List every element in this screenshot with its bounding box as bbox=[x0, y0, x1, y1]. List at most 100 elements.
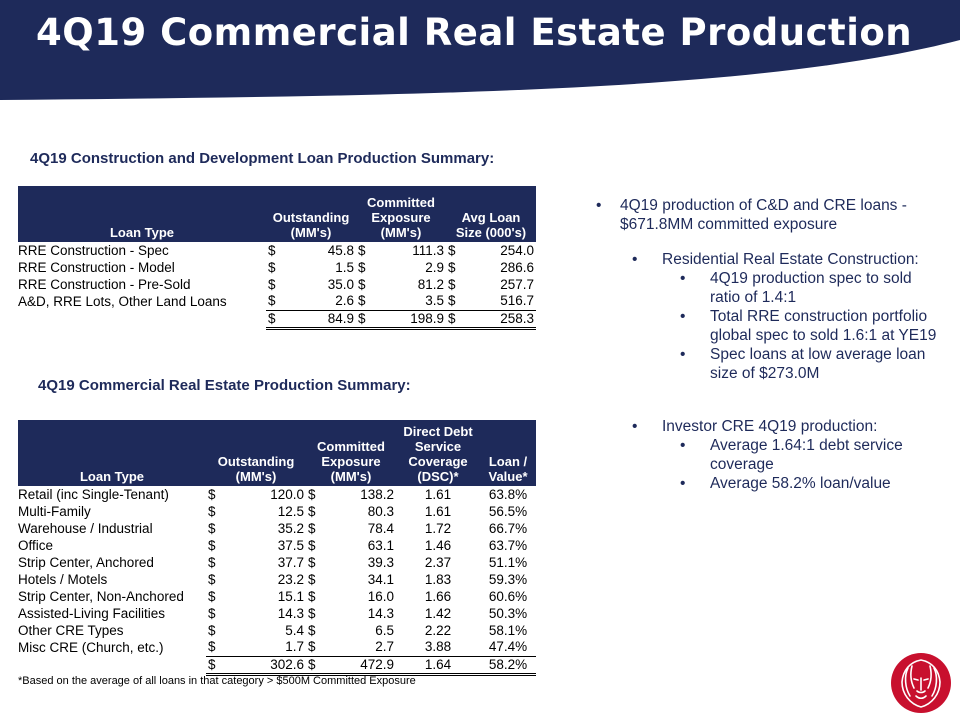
table-row: Retail (inc Single-Tenant) $120.0 $138.2 1.… bbox=[18, 486, 536, 503]
loan-type-cell: Strip Center, Non-Anchored bbox=[18, 588, 184, 604]
committed-cell: 2.9 bbox=[425, 259, 444, 275]
dsc-cell: 2.37 bbox=[424, 554, 452, 570]
currency-symbol: $ bbox=[308, 486, 316, 502]
loan-to-value-cell: 58.1% bbox=[488, 622, 528, 638]
table-row: Other CRE Types $5.4 $6.5 2.22 58.1% bbox=[18, 622, 536, 639]
loan-to-value-cell: 51.1% bbox=[488, 554, 528, 570]
table-row: Strip Center, Non-Anchored $15.1 $16.0 1.66… bbox=[18, 588, 536, 605]
bullet-text: Investor CRE 4Q19 production: bbox=[662, 418, 878, 435]
banner-background bbox=[0, 0, 960, 100]
committed-cell: 6.5 bbox=[375, 622, 394, 638]
currency-symbol: $ bbox=[308, 605, 316, 621]
currency-symbol: $ bbox=[358, 259, 366, 275]
loan-to-value-cell: 56.5% bbox=[488, 503, 528, 519]
bullet-text: Average 1.64:1 debt service coverage bbox=[710, 437, 903, 473]
total-dsc: 1.64 bbox=[396, 655, 480, 676]
bullet-text: Average 58.2% loan/value bbox=[710, 475, 891, 492]
loan-type-cell: Multi-Family bbox=[18, 503, 91, 519]
dsc-cell: 1.61 bbox=[424, 503, 452, 519]
loan-to-value-cell: 60.6% bbox=[488, 588, 528, 604]
outstanding-cell: 35.2 bbox=[277, 520, 304, 536]
currency-symbol: $ bbox=[306, 655, 320, 676]
outstanding-cell: 1.7 bbox=[285, 639, 304, 655]
cd-loan-table: Loan Type Outstanding (MM's) Committed Exp… bbox=[18, 186, 536, 330]
currency-symbol: $ bbox=[208, 588, 216, 604]
dsc-cell: 1.46 bbox=[424, 537, 452, 553]
loan-type-cell: RRE Construction - Pre-Sold bbox=[18, 276, 191, 292]
currency-symbol: $ bbox=[448, 293, 456, 309]
bullet-text: Total RRE construction portfolio global … bbox=[710, 308, 937, 344]
currency-symbol: $ bbox=[266, 309, 280, 330]
dsc-cell: 1.72 bbox=[424, 520, 452, 536]
loan-type-cell: Hotels / Motels bbox=[18, 571, 108, 587]
committed-cell: 78.4 bbox=[367, 520, 394, 536]
commentary-bullets: • 4Q19 production of C&D and CRE loans - … bbox=[596, 196, 946, 493]
bullet-spacer bbox=[596, 234, 946, 250]
table-row: RRE Construction - Pre-Sold $35.0 $81.2 $25… bbox=[18, 276, 536, 293]
currency-symbol: $ bbox=[208, 520, 216, 536]
currency-symbol: $ bbox=[308, 537, 316, 553]
currency-symbol: $ bbox=[308, 588, 316, 604]
currency-symbol: $ bbox=[308, 503, 316, 519]
table-row: Strip Center, Anchored $37.7 $39.3 2.37 51.1… bbox=[18, 554, 536, 571]
table-row: RRE Construction - Spec $45.8 $111.3 $254.0 bbox=[18, 242, 536, 259]
avg-loan-size-cell: 286.6 bbox=[500, 259, 534, 275]
loan-to-value-cell: 47.4% bbox=[488, 639, 528, 655]
col-outstanding: Outstanding (MM's) bbox=[206, 420, 306, 486]
outstanding-cell: 37.7 bbox=[277, 554, 304, 570]
loan-type-cell: Warehouse / Industrial bbox=[18, 520, 153, 536]
currency-symbol: $ bbox=[308, 639, 316, 655]
bullet-item: • Investor CRE 4Q19 production: bbox=[596, 417, 946, 436]
outstanding-cell: 2.6 bbox=[335, 293, 354, 309]
table-row: Warehouse / Industrial $35.2 $78.4 1.72 66.7… bbox=[18, 520, 536, 537]
loan-type-cell: RRE Construction - Model bbox=[18, 259, 175, 275]
col-dsc: Direct Debt Service Coverage (DSC)* bbox=[396, 420, 480, 486]
loan-to-value-cell: 63.7% bbox=[488, 537, 528, 553]
bullet-glyph: • bbox=[680, 437, 686, 454]
committed-cell: 81.2 bbox=[417, 276, 444, 292]
outstanding-cell: 15.1 bbox=[277, 588, 304, 604]
bullet-glyph: • bbox=[632, 418, 638, 435]
avg-loan-size-cell: 254.0 bbox=[500, 242, 534, 258]
dsc-cell: 2.22 bbox=[424, 622, 452, 638]
outstanding-cell: 37.5 bbox=[277, 537, 304, 553]
cre-loan-table: Loan Type Outstanding (MM's) Committed Exp… bbox=[18, 420, 536, 676]
dsc-cell: 1.42 bbox=[424, 605, 452, 621]
total-row: $84.9 $198.9 $258.3 bbox=[18, 309, 536, 330]
committed-cell: 111.3 bbox=[412, 242, 444, 258]
bullet-spacer bbox=[596, 383, 946, 417]
bullet-item: • 4Q19 production of C&D and CRE loans - … bbox=[596, 196, 946, 234]
outstanding-cell: 23.2 bbox=[277, 571, 304, 587]
currency-symbol: $ bbox=[208, 554, 216, 570]
loan-to-value-cell: 50.3% bbox=[488, 605, 528, 621]
currency-symbol: $ bbox=[268, 276, 276, 292]
loan-type-cell: Office bbox=[18, 537, 54, 553]
currency-symbol: $ bbox=[358, 293, 366, 309]
avg-loan-size-cell: 257.7 bbox=[500, 276, 534, 292]
outstanding-cell: 45.8 bbox=[327, 242, 354, 258]
currency-symbol: $ bbox=[448, 276, 456, 292]
outstanding-cell: 35.0 bbox=[327, 276, 354, 292]
bullet-glyph: • bbox=[680, 475, 686, 492]
dsc-cell: 1.66 bbox=[424, 588, 452, 604]
cd-table-heading: 4Q19 Construction and Development Loan P… bbox=[30, 150, 495, 167]
loan-type-cell: Strip Center, Anchored bbox=[18, 554, 154, 570]
committed-cell: 14.3 bbox=[367, 605, 394, 621]
dsc-cell: 3.88 bbox=[424, 639, 452, 655]
page-title: 4Q19 Commercial Real Estate Production bbox=[36, 11, 913, 54]
total-label bbox=[18, 656, 206, 674]
outstanding-cell: 12.5 bbox=[277, 503, 304, 519]
table-row: Office $37.5 $63.1 1.46 63.7% bbox=[18, 537, 536, 554]
loan-to-value-cell: 66.7% bbox=[488, 520, 528, 536]
total-outstanding: 84.9 bbox=[280, 309, 356, 330]
bullet-item: • 4Q19 production spec to sold ratio of 1… bbox=[596, 269, 946, 307]
title-banner: 4Q19 Commercial Real Estate Production bbox=[0, 0, 960, 100]
currency-symbol: $ bbox=[268, 242, 276, 258]
col-committed: Committed Exposure (MM's) bbox=[356, 186, 446, 242]
outstanding-cell: 1.5 bbox=[335, 259, 354, 275]
currency-symbol: $ bbox=[208, 486, 216, 502]
outstanding-cell: 14.3 bbox=[277, 605, 304, 621]
committed-cell: 39.3 bbox=[367, 554, 394, 570]
currency-symbol: $ bbox=[208, 537, 216, 553]
currency-symbol: $ bbox=[356, 309, 370, 330]
